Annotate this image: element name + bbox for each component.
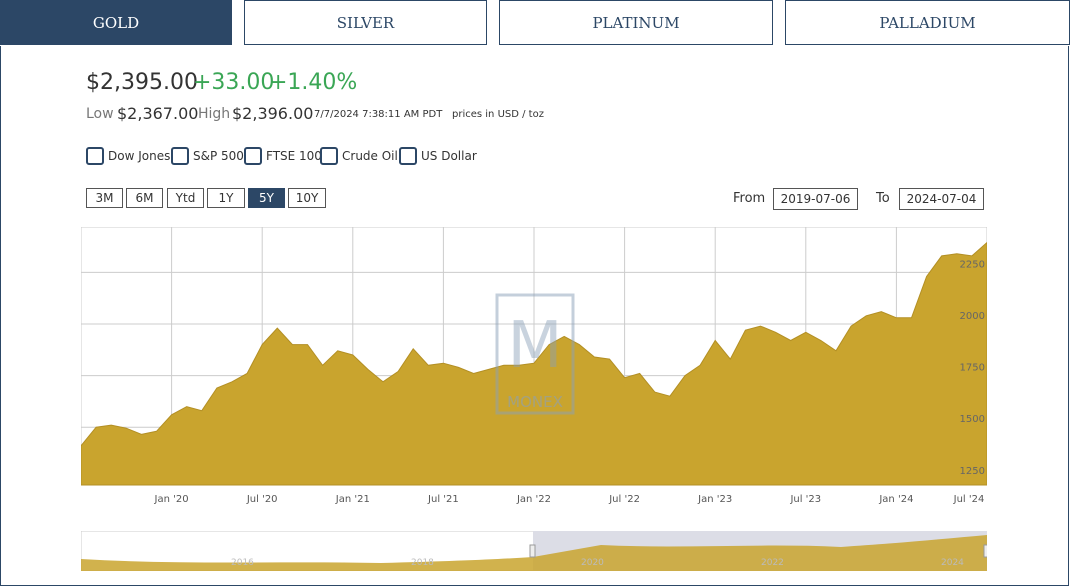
y-tick-label: 2250 (960, 259, 985, 270)
range-button[interactable]: 6M (126, 188, 163, 208)
change-pct: +1.40% (269, 70, 358, 95)
navigator-label: 2022 (761, 558, 784, 568)
checkbox-label: US Dollar (421, 149, 477, 163)
x-tick-label: Jan '23 (697, 494, 732, 505)
timestamp: 7/7/2024 7:38:11 AM PDT (314, 109, 443, 120)
checkbox[interactable]: US Dollar (399, 147, 477, 165)
low: $2,367.00 (117, 104, 199, 123)
tab[interactable]: GOLD (0, 0, 232, 45)
watermark-box (495, 293, 575, 415)
range-button[interactable]: 1Y (207, 188, 245, 208)
y-tick-label: 1500 (960, 414, 985, 425)
range-button[interactable]: 10Y (288, 188, 326, 208)
checkbox-label: Dow Jones (108, 149, 171, 163)
checkbox[interactable]: S&P 500 (171, 147, 244, 165)
price: $2,395.00 (86, 70, 198, 95)
x-tick-label: Jan '22 (516, 494, 551, 505)
panel (0, 46, 1069, 586)
watermark: MONEX (507, 393, 563, 411)
checkbox-label: Crude Oil (342, 149, 398, 163)
checkbox[interactable]: Dow Jones (86, 147, 170, 165)
x-tick-label: Jul '24 (953, 494, 985, 505)
navigator-label: 2020 (581, 558, 604, 568)
x-tick-label: Jan '21 (335, 494, 370, 505)
high-label: High (198, 106, 231, 122)
change: +33.00 (193, 70, 275, 95)
navigator-label: 2018 (411, 558, 434, 568)
range-button[interactable]: 5Y (248, 188, 285, 208)
chart: Jan '20 Jul '20 Jan '21 Jul '21 Jan '22 Jul '… (81, 227, 987, 505)
checkbox[interactable]: Crude Oil (320, 147, 398, 165)
navigator-label: 2024 (941, 558, 964, 568)
navigator-label: 2016 (231, 558, 254, 568)
tab[interactable]: PALLADIUM (785, 0, 1070, 45)
watermark-mark: M (507, 309, 562, 383)
checkbox[interactable]: FTSE 100 (244, 147, 322, 165)
range-button[interactable]: Ytd (167, 188, 204, 208)
y-tick-label: 1250 (960, 466, 985, 477)
x-tick-label: Jul '22 (608, 494, 640, 505)
tab[interactable]: SILVER (244, 0, 487, 45)
units: prices in USD / toz (452, 109, 544, 120)
from-input[interactable]: 2019-07-06 (773, 188, 858, 210)
x-tick-label: Jan '24 (878, 494, 913, 505)
x-tick-label: Jul '23 (789, 494, 821, 505)
to-label: To (876, 191, 890, 206)
checkbox-label: S&P 500 (193, 149, 244, 163)
to-input[interactable]: 2024-07-04 (899, 188, 984, 210)
area (81, 241, 987, 486)
tab[interactable]: PLATINUM (499, 0, 773, 45)
y-tick-label: 1750 (960, 363, 985, 374)
x-tick-label: Jul '20 (246, 494, 278, 505)
x-tick-label: Jan '20 (154, 494, 189, 505)
low-label: Low (86, 106, 114, 122)
checkbox-label: FTSE 100 (266, 149, 322, 163)
high: $2,396.00 (232, 104, 314, 123)
y-tick-label: 2000 (960, 311, 985, 322)
navigator: 2016 2018 2020 2022 2024 (81, 531, 987, 571)
range-button[interactable]: 3M (86, 188, 123, 208)
x-tick-label: Jul '21 (427, 494, 459, 505)
from-label: From (733, 191, 766, 206)
